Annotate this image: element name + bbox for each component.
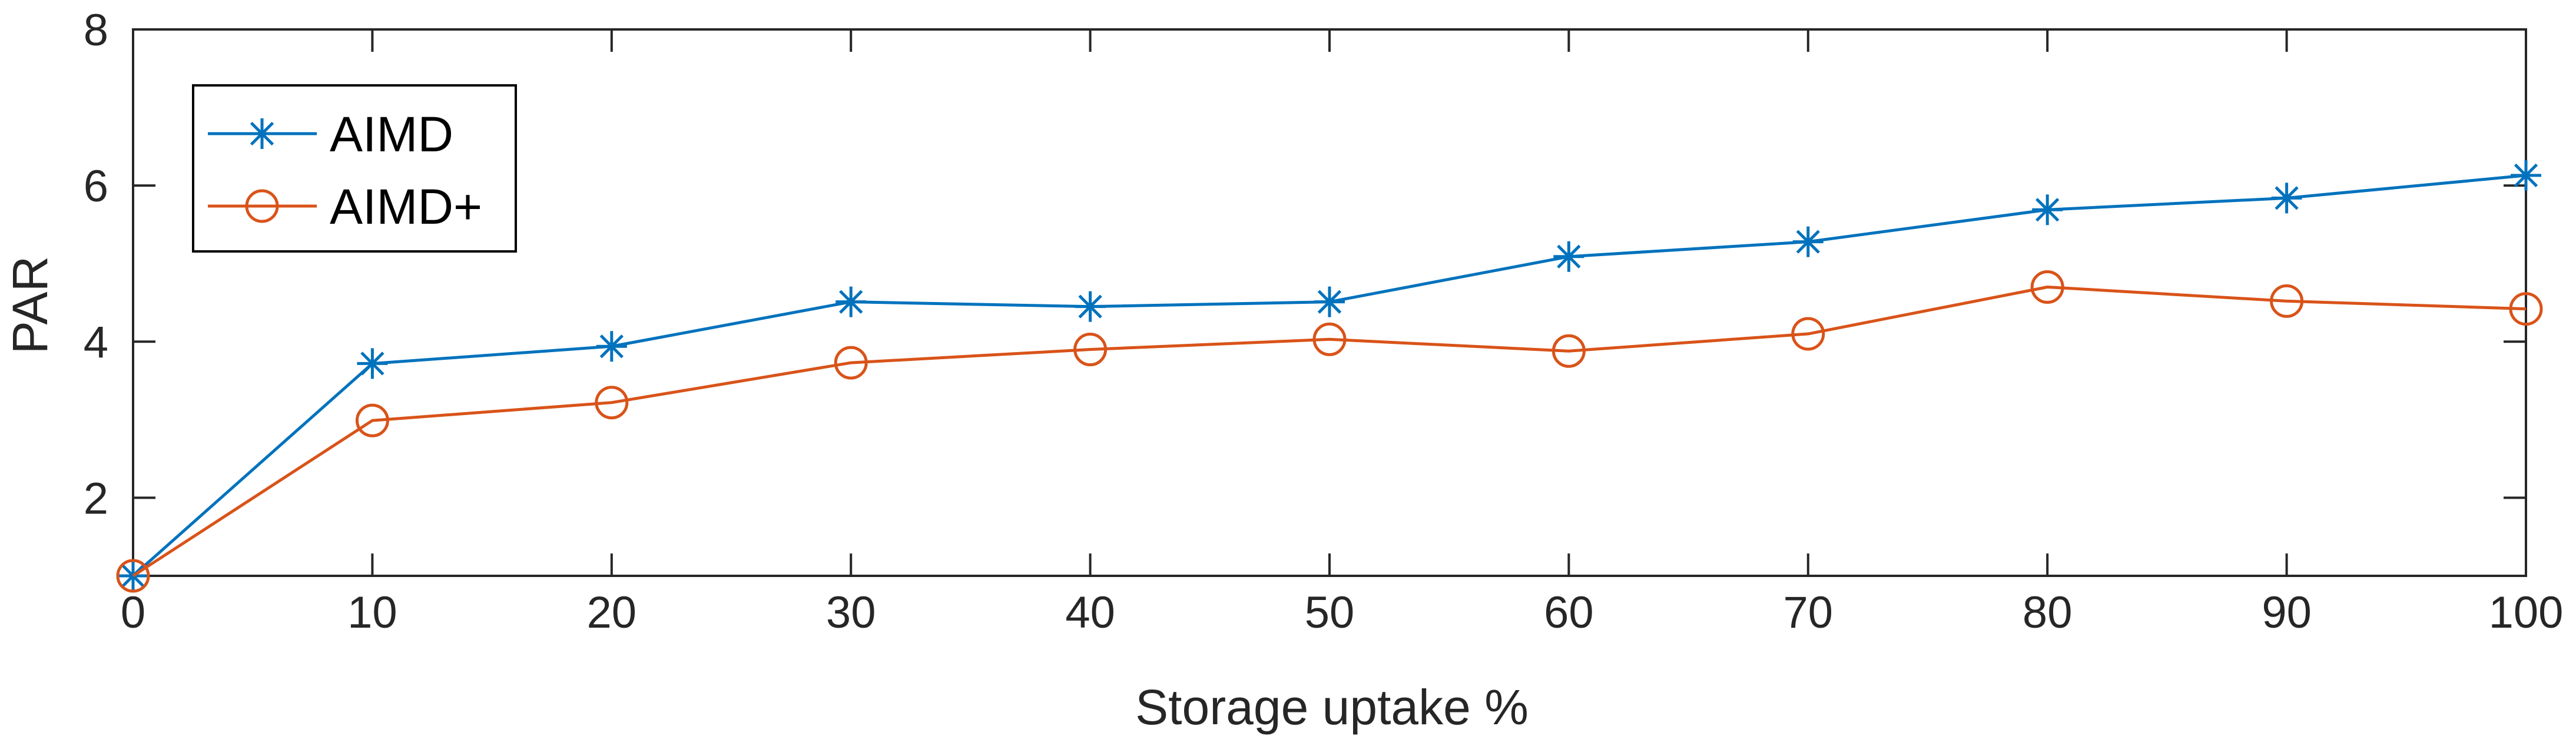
asterisk-marker (247, 118, 277, 149)
asterisk-marker (1075, 291, 1106, 322)
legend-box (192, 84, 517, 253)
circle-marker (1312, 322, 1347, 356)
series-line (132, 285, 2527, 578)
asterisk-marker (596, 331, 627, 362)
series-aimd- (116, 270, 2543, 593)
legend-item: AIMD (208, 107, 453, 162)
asterisk-marker (357, 348, 388, 379)
x-tick-label: 80 (2023, 588, 2073, 638)
x-tick-label: 0 (121, 588, 145, 638)
x-tick-label: 100 (2489, 588, 2564, 638)
asterisk-marker (2032, 194, 2063, 226)
legend-label: AIMD (330, 107, 453, 162)
asterisk-marker (836, 286, 867, 317)
x-tick-label: 90 (2262, 588, 2312, 638)
x-tick-label: 20 (587, 588, 637, 638)
asterisk-marker (1792, 226, 1824, 257)
series-aimd (118, 160, 2541, 591)
circle-marker (1551, 334, 1586, 368)
x-tick-label: 50 (1305, 588, 1355, 638)
x-tick-label: 30 (826, 588, 876, 638)
legend-item: AIMD+ (208, 179, 482, 234)
asterisk-marker (2511, 160, 2541, 191)
circle-marker (2270, 284, 2304, 318)
x-tick-label: 60 (1544, 588, 1594, 638)
circle-marker (1791, 317, 1825, 351)
x-tick-label: 10 (347, 588, 397, 638)
y-axis-title: PAR (2, 256, 58, 354)
asterisk-marker (1314, 286, 1345, 317)
y-tick-label: 6 (84, 161, 108, 211)
asterisk-marker (1553, 241, 1584, 272)
x-axis-title: Storage uptake % (1135, 679, 1529, 735)
asterisk-marker (2271, 183, 2302, 214)
y-tick-label: 2 (84, 473, 108, 523)
x-tick-label: 70 (1783, 588, 1834, 638)
circle-marker (1073, 333, 1108, 367)
circle-marker (355, 403, 389, 437)
circle-marker (116, 559, 150, 593)
y-tick-label: 8 (84, 5, 108, 55)
y-tick-label: 4 (84, 317, 108, 367)
circle-marker (595, 386, 629, 420)
legend: AIMD AIMD+ (192, 84, 517, 253)
x-tick-label: 40 (1065, 588, 1115, 638)
legend-label: AIMD+ (330, 179, 482, 234)
circle-marker (245, 189, 279, 223)
axes: 0 10 20 30 40 50 60 70 80 90 100 2 4 6 8 (84, 5, 2564, 638)
series-layer (116, 160, 2543, 593)
circle-marker (834, 346, 868, 380)
circle-marker (2030, 270, 2064, 304)
circle-marker (2509, 292, 2543, 326)
